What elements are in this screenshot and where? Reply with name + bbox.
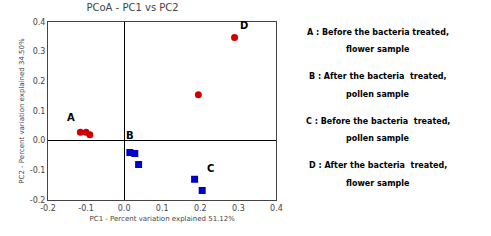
svg-text:-0.2: -0.2	[40, 204, 56, 213]
svg-text:A: A	[67, 112, 75, 123]
svg-text:-0.1: -0.1	[30, 166, 46, 175]
svg-text:0.3: 0.3	[232, 204, 245, 213]
svg-text:0.1: 0.1	[156, 204, 169, 213]
svg-text:pollen sample: pollen sample	[346, 134, 410, 143]
svg-text:PC2 - Percent variation explai: PC2 - Percent variation explained 34.50%	[18, 38, 26, 184]
svg-text:B : After the bacteria treate: B : After the bacteria treated,	[309, 72, 447, 81]
svg-text:pollen sample: pollen sample	[346, 90, 410, 99]
svg-text:flower sample: flower sample	[346, 45, 410, 54]
svg-text:C: C	[207, 163, 214, 174]
svg-text:0.2: 0.2	[33, 77, 46, 86]
svg-text:0.4: 0.4	[270, 204, 283, 213]
svg-text:C : Before the bacteria treat: C : Before the bacteria treated,	[306, 117, 450, 126]
svg-text:B: B	[126, 130, 134, 141]
svg-text:D : After the bacteria treate: D : After the bacteria treated,	[309, 161, 447, 170]
svg-text:0.3: 0.3	[33, 47, 46, 56]
svg-text:PC1 - Percent variation explai: PC1 - Percent variation explained 51.12%	[90, 215, 236, 223]
svg-text:-0.2: -0.2	[30, 196, 46, 205]
svg-text:-0.1: -0.1	[78, 204, 94, 213]
svg-text:0.4: 0.4	[33, 18, 46, 27]
svg-text:0.0: 0.0	[118, 204, 131, 213]
svg-text:flower sample: flower sample	[346, 179, 410, 188]
svg-text:A : Before the bacteria treate: A : Before the bacteria treated,	[307, 28, 449, 37]
svg-text:PCoA - PC1 vs PC2: PCoA - PC1 vs PC2	[86, 2, 178, 13]
svg-text:0.1: 0.1	[33, 107, 46, 116]
svg-text:0.2: 0.2	[194, 204, 207, 213]
svg-text:0.0: 0.0	[33, 136, 46, 145]
svg-text:D: D	[240, 20, 248, 31]
